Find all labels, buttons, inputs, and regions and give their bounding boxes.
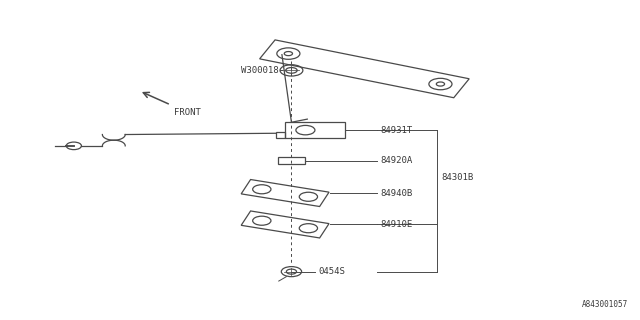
Text: 84940B: 84940B: [380, 188, 413, 197]
Text: A843001057: A843001057: [582, 300, 628, 309]
Text: 84910E: 84910E: [380, 220, 413, 229]
Text: FRONT: FRONT: [174, 108, 201, 117]
Text: 84931T: 84931T: [380, 126, 413, 135]
Text: 84920A: 84920A: [380, 156, 413, 165]
Text: 84301B: 84301B: [442, 173, 474, 182]
Text: 0454S: 0454S: [318, 267, 345, 276]
Text: W300018: W300018: [241, 66, 279, 75]
